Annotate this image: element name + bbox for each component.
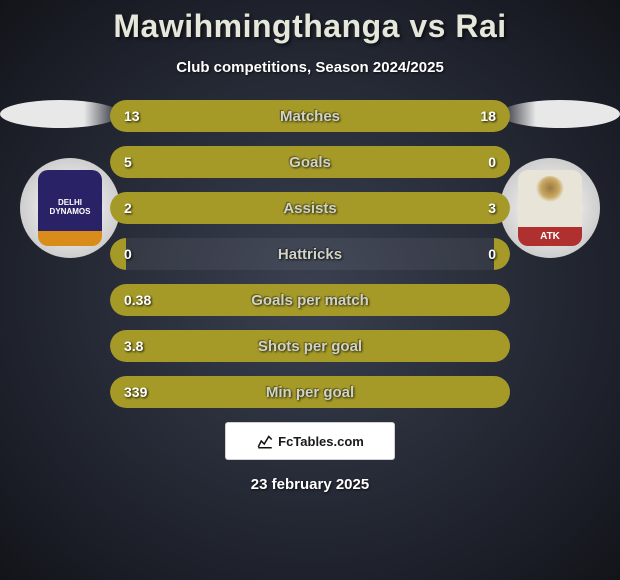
stat-row: 0.38Goals per match [110,284,510,316]
stat-fill-left [110,238,126,270]
stat-row: 339Min per goal [110,376,510,408]
stat-row: 50Goals [110,146,510,178]
stat-fill-right [270,192,510,224]
stat-fill-left [110,192,270,224]
stat-row: 1318Matches [110,100,510,132]
page-title: Mawihmingthanga vs Rai [0,0,620,45]
left-banner-shape [0,100,120,128]
stat-fill-left [110,146,510,178]
right-team-badge-inner: ATK [518,170,582,246]
chart-icon [256,432,274,450]
comparison-panel: DELHI DYNAMOS ATK 1318Matches 50Goals 23As… [0,100,620,408]
subtitle: Club competitions, Season 2024/2025 [0,59,620,76]
right-banner-shape [500,100,620,128]
footer-logo-text: FcTables.com [278,434,364,449]
stat-row: 00Hattricks [110,238,510,270]
right-team-badge: ATK [500,158,600,258]
left-team-name: DELHI DYNAMOS [38,199,102,217]
left-team-badge: DELHI DYNAMOS [20,158,120,258]
footer-logo: FcTables.com [225,422,395,460]
stat-row: 23Assists [110,192,510,224]
right-team-name: ATK [540,231,560,242]
stat-fill-left [110,100,278,132]
stat-fill-left [110,330,510,362]
stat-fill-right [278,100,510,132]
stat-fill-left [110,284,510,316]
stat-fill-right [494,238,510,270]
left-team-badge-inner: DELHI DYNAMOS [38,170,102,246]
date-label: 23 february 2025 [0,476,620,493]
stat-label: Hattricks [110,238,510,270]
stat-fill-left [110,376,510,408]
stat-row: 3.8Shots per goal [110,330,510,362]
stat-bars: 1318Matches 50Goals 23Assists 00Hattricks 0.… [110,100,510,408]
